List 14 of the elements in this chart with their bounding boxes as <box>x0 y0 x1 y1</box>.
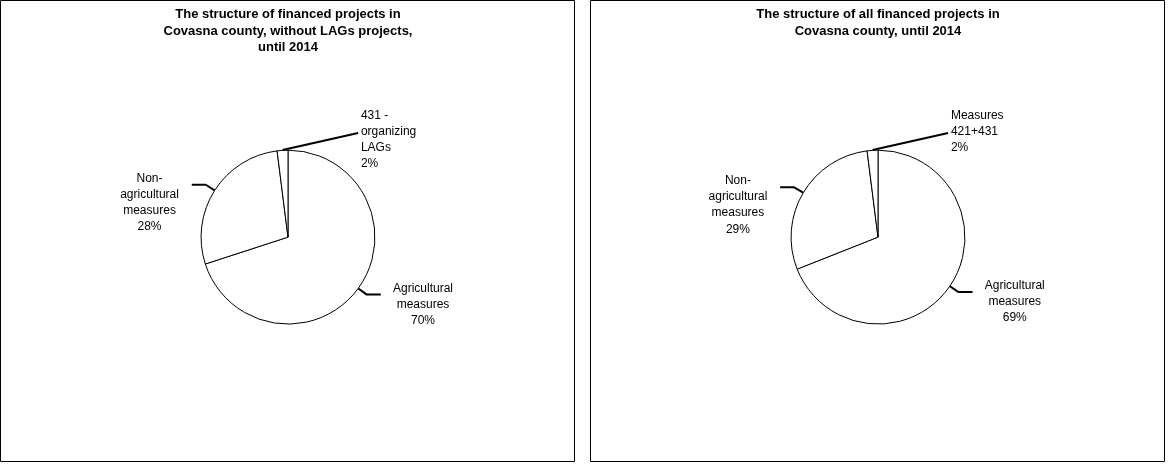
chart-title: The structure of financed projects in Covasna county, without LAGs projects, until 2014 <box>163 6 413 55</box>
slice-label: Measures 421+431 <box>950 107 1004 138</box>
data-label: 69% <box>1002 310 1028 325</box>
slice-label: Non-agricultural measures <box>120 170 179 217</box>
data-label: 70% <box>411 312 436 327</box>
data-label: 2% <box>360 155 379 170</box>
data-label: 28% <box>137 218 162 233</box>
data-label: 2% <box>950 139 969 154</box>
slice-label: Agricultural measures <box>393 280 454 311</box>
slice-label: Non-agricultural measures <box>708 173 768 220</box>
data-label: 29% <box>725 221 751 236</box>
chart-title: The structure of all financed projects in Covasna county, until 2014 <box>756 6 1000 38</box>
slice-label: 431 - organizing LAGs <box>360 107 417 154</box>
legend-label: Agricultural measures <box>984 278 1045 309</box>
